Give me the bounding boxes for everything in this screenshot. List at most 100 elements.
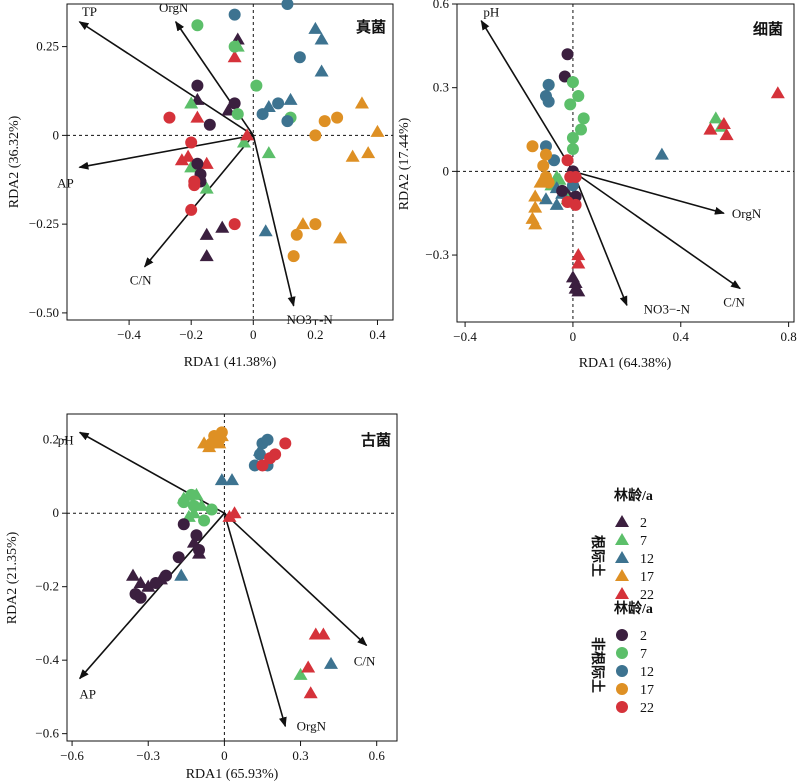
- point-group: [525, 48, 785, 297]
- panel-archaea: 古菌 RDA1 (65.93%) RDA2 (21.35%) −0.6 −0.3 0…: [5, 413, 398, 782]
- point-root_7: [236, 135, 251, 148]
- point-root_22: [301, 660, 316, 673]
- x-tick-label: −0.4: [117, 327, 141, 342]
- point-nonroot_2: [556, 184, 569, 197]
- point-nonroot_7: [198, 514, 211, 527]
- point-root_22: [703, 122, 718, 135]
- plot-frame: [456, 3, 795, 323]
- point-root_22: [716, 116, 731, 129]
- vector-label: OrgN: [159, 0, 189, 15]
- point-root_12: [283, 92, 298, 105]
- vector-arrow: [572, 171, 628, 307]
- x-tick-label: 0.2: [307, 327, 323, 342]
- point-nonroot_7: [566, 131, 579, 144]
- vector-label: OrgN: [732, 206, 762, 221]
- point-root_7: [184, 160, 199, 173]
- point-root_22: [240, 128, 255, 141]
- y-tick-label: 0.3: [433, 80, 449, 95]
- vector-label: OrgN: [297, 718, 327, 733]
- point-root_7: [184, 96, 199, 109]
- x-tick-label: −0.4: [453, 329, 477, 344]
- point-nonroot_17: [318, 115, 331, 128]
- point-root_17: [528, 200, 543, 213]
- point-nonroot_7: [231, 108, 244, 121]
- point-root_7: [199, 181, 214, 194]
- point-nonroot_7: [228, 40, 241, 53]
- x-tick-label: 0.4: [369, 327, 386, 342]
- legend-group-root: 根际土: [589, 535, 606, 577]
- point-root_12: [225, 473, 239, 486]
- zero-guides: [457, 4, 794, 322]
- point-root_17: [370, 124, 385, 137]
- panel-title: 细菌: [753, 20, 783, 38]
- point-root_12: [314, 32, 329, 45]
- legend-title-root: 林龄/a: [614, 487, 653, 504]
- x-tick-label: −0.2: [179, 327, 203, 342]
- legend-marker-nonroot_17: [616, 683, 628, 695]
- point-root_2: [568, 281, 583, 294]
- x-tick-label: −0.6: [60, 748, 84, 763]
- point-nonroot_17: [537, 159, 550, 172]
- vector-arrow: [78, 134, 254, 170]
- legend-nonroot-items: 2 7 12 17 22: [616, 629, 654, 716]
- x-axis-title: RDA1 (64.38%): [579, 356, 672, 371]
- point-nonroot_17: [287, 250, 300, 263]
- y-tick-label: −0.3: [425, 247, 449, 262]
- y-tick-label: −0.50: [29, 305, 59, 320]
- point-nonroot_12: [256, 108, 269, 121]
- vector-arrow: [143, 134, 254, 268]
- vector-label: pH: [483, 5, 499, 20]
- point-nonroot_22: [564, 170, 577, 183]
- point-nonroot_12: [539, 140, 552, 153]
- tick-group: −0.4 0 0.4 0.8 −0.3 0 0.3 0.6: [425, 0, 796, 344]
- point-root_2: [199, 249, 214, 262]
- x-tick-label: 0.4: [673, 329, 690, 344]
- legend-label: 17: [640, 570, 654, 585]
- point-root_22: [571, 248, 586, 261]
- point-nonroot_7: [566, 76, 579, 89]
- point-nonroot_7: [566, 143, 579, 156]
- legend-marker-nonroot_22: [616, 701, 628, 713]
- plot-frame: [66, 3, 394, 321]
- point-root_17: [345, 149, 360, 162]
- plot-frame: [66, 413, 398, 742]
- vector-label: NO3−-N: [286, 312, 333, 327]
- point-root_12: [308, 21, 323, 34]
- x-axis-title: RDA1 (65.93%): [186, 767, 279, 782]
- vector-group: pH AP OrgN C/N: [58, 431, 376, 733]
- point-root_22: [190, 110, 205, 123]
- point-nonroot_12: [281, 115, 294, 128]
- point-root_17: [361, 146, 376, 159]
- point-root_7: [293, 667, 308, 680]
- point-root_2: [215, 220, 230, 233]
- point-nonroot_22: [279, 437, 292, 450]
- point-root_17: [528, 217, 543, 230]
- vector-group: pH OrgN C/N NO3−-N: [480, 5, 762, 316]
- point-root_12: [324, 656, 338, 669]
- point-root_2: [221, 103, 236, 116]
- legend-label: 22: [640, 588, 654, 603]
- panel-fungi: 真菌 RDA1 (41.38%) RDA2 (36.32%) −0.4 −0.2 0…: [7, 0, 394, 370]
- point-nonroot_7: [205, 503, 218, 516]
- point-nonroot_17: [526, 140, 539, 153]
- point-root_7: [261, 146, 276, 159]
- point-nonroot_2: [172, 551, 185, 564]
- tick-group: −0.6 −0.3 0 0.3 0.6 −0.6 −0.4 −0.2 0 0.2: [35, 432, 385, 763]
- x-axis-title: RDA1 (41.38%): [184, 355, 277, 370]
- point-group: [126, 426, 338, 699]
- point-nonroot_12: [261, 433, 274, 446]
- point-root_22: [174, 153, 189, 166]
- point-nonroot_17: [309, 218, 322, 231]
- point-nonroot_7: [575, 123, 588, 136]
- point-nonroot_12: [293, 51, 306, 64]
- legend-group-nonroot: 非根际土: [589, 637, 606, 693]
- vector-label: C/N: [130, 273, 152, 288]
- y-tick-label: −0.4: [35, 652, 59, 667]
- legend-label: 12: [640, 552, 654, 567]
- y-tick-label: 0: [53, 505, 60, 520]
- point-nonroot_22: [185, 203, 198, 216]
- point-root_17: [295, 217, 310, 230]
- point-nonroot_2: [177, 518, 190, 531]
- vector-arrow: [572, 170, 741, 290]
